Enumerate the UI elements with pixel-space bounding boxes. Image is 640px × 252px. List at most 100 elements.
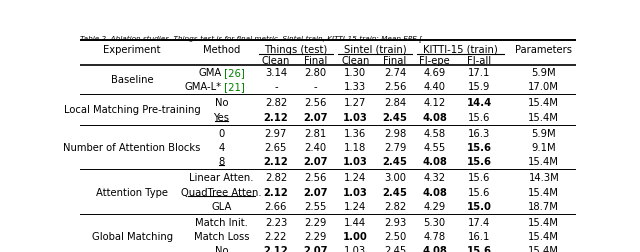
Text: 2.45: 2.45 bbox=[384, 245, 406, 252]
Text: 1.24: 1.24 bbox=[344, 173, 367, 183]
Text: 1.36: 1.36 bbox=[344, 128, 367, 138]
Text: 15.6: 15.6 bbox=[467, 142, 492, 152]
Text: 1.03: 1.03 bbox=[343, 156, 367, 167]
Text: -: - bbox=[314, 82, 317, 92]
Text: Method: Method bbox=[203, 45, 240, 55]
Text: 17.4: 17.4 bbox=[468, 217, 490, 227]
Text: Table 2. Ablation studies. Things-test is for final metric. Sintel-train, KITTI-: Table 2. Ablation studies. Things-test i… bbox=[80, 35, 422, 42]
Text: Final: Final bbox=[383, 55, 406, 65]
Text: 1.03: 1.03 bbox=[343, 187, 367, 197]
Text: 5.9M: 5.9M bbox=[531, 128, 556, 138]
Text: 2.12: 2.12 bbox=[264, 156, 288, 167]
Text: 4.08: 4.08 bbox=[422, 187, 447, 197]
Text: Baseline: Baseline bbox=[111, 75, 154, 85]
Text: 2.23: 2.23 bbox=[265, 217, 287, 227]
Text: 15.4M: 15.4M bbox=[529, 112, 559, 122]
Text: 2.84: 2.84 bbox=[384, 98, 406, 108]
Text: 2.98: 2.98 bbox=[384, 128, 406, 138]
Text: Clean: Clean bbox=[262, 55, 290, 65]
Text: 2.56: 2.56 bbox=[305, 173, 327, 183]
Text: 15.6: 15.6 bbox=[468, 173, 490, 183]
Text: 4.12: 4.12 bbox=[424, 98, 446, 108]
Text: -: - bbox=[274, 82, 278, 92]
Text: 2.56: 2.56 bbox=[305, 98, 327, 108]
Text: 2.65: 2.65 bbox=[265, 142, 287, 152]
Text: Linear Atten.: Linear Atten. bbox=[189, 173, 253, 183]
Text: Clean: Clean bbox=[341, 55, 369, 65]
Text: 2.82: 2.82 bbox=[265, 98, 287, 108]
Text: Experiment: Experiment bbox=[103, 45, 161, 55]
Text: 1.03: 1.03 bbox=[343, 112, 367, 122]
Text: Sintel (train): Sintel (train) bbox=[344, 45, 406, 55]
Text: 2.97: 2.97 bbox=[265, 128, 287, 138]
Text: 1.24: 1.24 bbox=[344, 201, 367, 211]
Text: 17.0M: 17.0M bbox=[529, 82, 559, 92]
Text: 1.30: 1.30 bbox=[344, 68, 366, 78]
Text: 2.55: 2.55 bbox=[305, 201, 327, 211]
Text: 4: 4 bbox=[218, 142, 225, 152]
Text: 2.50: 2.50 bbox=[384, 231, 406, 241]
Text: 15.4M: 15.4M bbox=[529, 217, 559, 227]
Text: 0: 0 bbox=[218, 128, 225, 138]
Text: QuadTree Atten.: QuadTree Atten. bbox=[181, 187, 262, 197]
Text: Things (test): Things (test) bbox=[264, 45, 328, 55]
Text: 1.18: 1.18 bbox=[344, 142, 367, 152]
Text: 4.69: 4.69 bbox=[424, 68, 446, 78]
Text: 15.6: 15.6 bbox=[467, 245, 492, 252]
Text: 15.4M: 15.4M bbox=[529, 231, 559, 241]
Text: 2.79: 2.79 bbox=[384, 142, 406, 152]
Text: 4.58: 4.58 bbox=[424, 128, 445, 138]
Text: 2.45: 2.45 bbox=[383, 187, 408, 197]
Text: 15.4M: 15.4M bbox=[529, 187, 559, 197]
Text: 2.93: 2.93 bbox=[384, 217, 406, 227]
Text: 2.45: 2.45 bbox=[383, 112, 408, 122]
Text: 2.81: 2.81 bbox=[305, 128, 327, 138]
Text: Parameters: Parameters bbox=[515, 45, 572, 55]
Text: 14.4: 14.4 bbox=[467, 98, 492, 108]
Text: 4.55: 4.55 bbox=[424, 142, 446, 152]
Text: 3.00: 3.00 bbox=[384, 173, 406, 183]
Text: 2.29: 2.29 bbox=[305, 231, 327, 241]
Text: 4.08: 4.08 bbox=[422, 112, 447, 122]
Text: GMA: GMA bbox=[198, 68, 221, 78]
Text: 18.7M: 18.7M bbox=[529, 201, 559, 211]
Text: 1.27: 1.27 bbox=[344, 98, 367, 108]
Text: 2.29: 2.29 bbox=[305, 217, 327, 227]
Text: Match Init.: Match Init. bbox=[195, 217, 248, 227]
Text: 4.32: 4.32 bbox=[424, 173, 445, 183]
Text: 17.1: 17.1 bbox=[468, 68, 490, 78]
Text: 2.56: 2.56 bbox=[384, 82, 406, 92]
Text: Number of Attention Blocks: Number of Attention Blocks bbox=[63, 142, 201, 152]
Text: 1.33: 1.33 bbox=[344, 82, 366, 92]
Text: 4.78: 4.78 bbox=[424, 231, 445, 241]
Text: 1.00: 1.00 bbox=[343, 231, 367, 241]
Text: 2.07: 2.07 bbox=[303, 187, 328, 197]
Text: 2.45: 2.45 bbox=[383, 156, 408, 167]
Text: [26]: [26] bbox=[221, 68, 245, 78]
Text: 4.29: 4.29 bbox=[424, 201, 446, 211]
Text: 1.03: 1.03 bbox=[344, 245, 366, 252]
Text: Global Matching: Global Matching bbox=[92, 231, 173, 241]
Text: 14.3M: 14.3M bbox=[529, 173, 559, 183]
Text: 2.66: 2.66 bbox=[265, 201, 287, 211]
Text: 2.80: 2.80 bbox=[305, 68, 326, 78]
Text: 2.07: 2.07 bbox=[303, 156, 328, 167]
Text: Final: Final bbox=[304, 55, 327, 65]
Text: 15.6: 15.6 bbox=[468, 112, 490, 122]
Text: 15.4M: 15.4M bbox=[529, 156, 559, 167]
Text: Attention Type: Attention Type bbox=[96, 187, 168, 197]
Text: 15.6: 15.6 bbox=[467, 156, 492, 167]
Text: 4.40: 4.40 bbox=[424, 82, 445, 92]
Text: 16.3: 16.3 bbox=[468, 128, 490, 138]
Text: 9.1M: 9.1M bbox=[531, 142, 556, 152]
Text: 2.12: 2.12 bbox=[264, 187, 288, 197]
Text: 15.0: 15.0 bbox=[467, 201, 492, 211]
Text: KITTI-15 (train): KITTI-15 (train) bbox=[423, 45, 498, 55]
Text: 2.07: 2.07 bbox=[303, 112, 328, 122]
Text: 4.08: 4.08 bbox=[422, 156, 447, 167]
Text: 8: 8 bbox=[218, 156, 225, 167]
Text: Yes: Yes bbox=[213, 112, 229, 122]
Text: Fl-all: Fl-all bbox=[467, 55, 492, 65]
Text: 4.08: 4.08 bbox=[422, 245, 447, 252]
Text: 2.40: 2.40 bbox=[305, 142, 326, 152]
